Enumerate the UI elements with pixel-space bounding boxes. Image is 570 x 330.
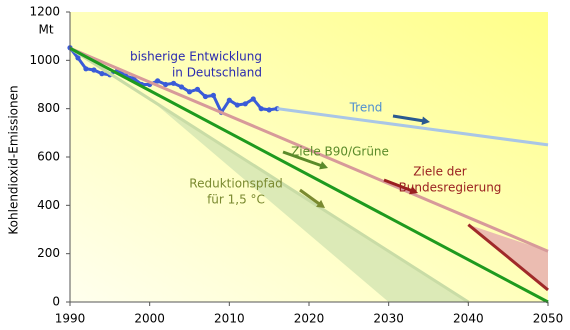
point (170, 80, 177, 86)
plot-background (70, 12, 548, 302)
y-axis-title: Kohlendioxid-Emissionen (7, 85, 21, 234)
y-unit: Mt (38, 23, 53, 37)
annotation: Ziele der (413, 165, 466, 179)
annotation: bisherige Entwicklung (130, 50, 262, 64)
point (266, 107, 272, 113)
y-tick-label: 800 (37, 101, 60, 115)
series-line (69, 46, 549, 253)
annotation-arrow (299, 188, 322, 206)
point (163, 81, 169, 88)
series-line (69, 46, 470, 304)
annotation: Reduktionspfad (189, 177, 282, 191)
annotation-arrow (282, 150, 323, 168)
point (91, 67, 97, 73)
x-tick-label: 2050 (533, 312, 564, 326)
point (186, 89, 193, 95)
point (210, 92, 216, 98)
series-line (467, 223, 549, 292)
annotation: Trend (349, 101, 383, 115)
annotation: für 1,5 °C (207, 193, 265, 207)
point (155, 78, 161, 84)
arrow-head (319, 161, 328, 170)
point (75, 55, 81, 61)
point (194, 86, 201, 92)
y-tick-label: 1200 (29, 5, 60, 19)
x-tick-label: 2010 (214, 312, 245, 326)
annotation: Bundesregierung (399, 181, 502, 195)
y-tick-label: 400 (37, 198, 60, 212)
point (226, 97, 232, 103)
point (178, 84, 185, 90)
y-tick-label: 1000 (29, 53, 60, 67)
point (242, 101, 248, 107)
point (258, 106, 264, 112)
point (83, 66, 89, 72)
arrow-head (316, 199, 325, 208)
series-line (276, 107, 549, 147)
y-tick-label: 0 (52, 295, 60, 309)
x-tick-label: 2020 (294, 312, 325, 326)
arrow-head (409, 186, 418, 195)
y-tick-label: 600 (37, 150, 60, 164)
point (234, 102, 240, 108)
x-tick-label: 2030 (373, 312, 404, 326)
annotation: Ziele B90/Grüne (291, 145, 389, 159)
x-tick-label: 2000 (134, 312, 165, 326)
annotation-arrow (392, 114, 425, 123)
arrow-head (421, 116, 430, 125)
series-line (69, 46, 549, 304)
y-tick-label: 200 (37, 246, 60, 260)
annotation: in Deutschland (172, 66, 262, 80)
point (202, 93, 209, 100)
point (250, 96, 256, 102)
x-tick-label: 2040 (453, 312, 484, 326)
point (99, 71, 105, 77)
annotation-arrow (383, 178, 413, 193)
x-tick-label: 1990 (55, 312, 86, 326)
